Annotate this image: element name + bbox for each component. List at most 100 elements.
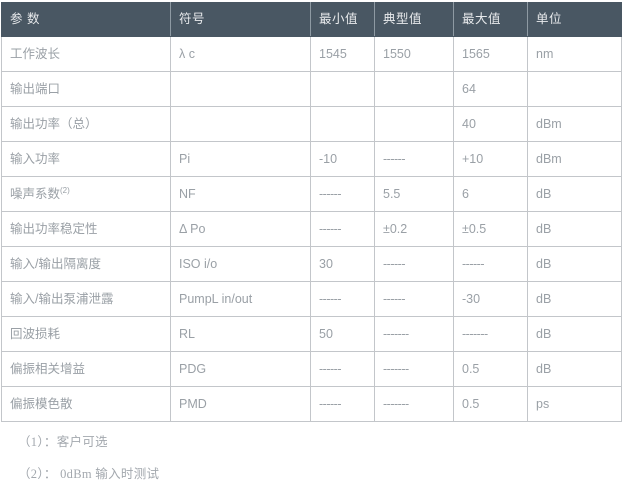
cell-max: 40 <box>453 106 528 142</box>
table-body: 工作波长 λ c 1545 1550 1565 nm 输出端口 64 输出功率（… <box>1 36 622 422</box>
cell-typical: ------- <box>374 351 454 387</box>
cell-parameter: 输出端口 <box>1 71 171 107</box>
cell-parameter: 输入功率 <box>1 141 171 177</box>
cell-typical: ------ <box>374 281 454 317</box>
cell-typical: ------- <box>374 386 454 422</box>
cell-min: 30 <box>310 246 375 282</box>
cell-typical: ------ <box>374 246 454 282</box>
cell-unit: dB <box>527 211 622 247</box>
parameter-label: 输出功率（总） <box>10 116 98 131</box>
cell-symbol: RL <box>170 316 311 352</box>
cell-min: ------ <box>310 386 375 422</box>
cell-symbol: PDG <box>170 351 311 387</box>
column-header-unit: 单位 <box>527 2 622 37</box>
cell-max: -30 <box>453 281 528 317</box>
cell-unit: dBm <box>527 106 622 142</box>
cell-min: ------ <box>310 281 375 317</box>
cell-symbol: NF <box>170 176 311 212</box>
cell-symbol: ISO i/o <box>170 246 311 282</box>
table-row: 输入功率 Pi -10 ------ +10 dBm <box>1 141 622 177</box>
table-row: 偏振模色散 PMD ------ ------- 0.5 ps <box>1 386 622 422</box>
cell-max: 1565 <box>453 36 528 72</box>
cell-typical <box>374 71 454 107</box>
parameter-label: 回波损耗 <box>10 326 61 341</box>
cell-unit <box>527 71 622 107</box>
cell-symbol: Pi <box>170 141 311 177</box>
table-header: 参 数 符号 最小值 典型值 最大值 单位 <box>1 2 622 37</box>
cell-unit: ps <box>527 386 622 422</box>
parameter-label: 工作波长 <box>10 46 61 61</box>
column-header-min: 最小值 <box>310 2 375 37</box>
parameter-label: 偏振相关增益 <box>10 361 86 376</box>
cell-unit: dB <box>527 176 622 212</box>
cell-unit: dBm <box>527 141 622 177</box>
specification-table: 参 数 符号 最小值 典型值 最大值 单位 工作波长 λ c 1545 1550… <box>1 2 622 422</box>
cell-min <box>310 71 375 107</box>
cell-parameter: 输入/输出泵浦泄露 <box>1 281 171 317</box>
cell-symbol <box>170 71 311 107</box>
cell-parameter: 偏振相关增益 <box>1 351 171 387</box>
cell-unit: dB <box>527 246 622 282</box>
table-row: 输入/输出泵浦泄露 PumpL in/out ------ ------ -30… <box>1 281 622 317</box>
column-header-parameter: 参 数 <box>1 2 171 37</box>
column-header-max: 最大值 <box>453 2 528 37</box>
cell-typical: ±0.2 <box>374 211 454 247</box>
cell-typical: 1550 <box>374 36 454 72</box>
table-row: 输出功率稳定性 Δ Po ------ ±0.2 ±0.5 dB <box>1 211 622 247</box>
table-row: 回波损耗 RL 50 ------- ------- dB <box>1 316 622 352</box>
cell-max: ------- <box>453 316 528 352</box>
cell-unit: dB <box>527 316 622 352</box>
cell-typical <box>374 106 454 142</box>
table-row: 输入/输出隔离度 ISO i/o 30 ------ ------ dB <box>1 246 622 282</box>
table-row: 噪声系数(2) NF ------ 5.5 6 dB <box>1 176 622 212</box>
cell-parameter: 噪声系数(2) <box>1 176 171 212</box>
cell-max: 0.5 <box>453 386 528 422</box>
cell-max: +10 <box>453 141 528 177</box>
parameter-label: 噪声系数 <box>10 186 61 201</box>
parameter-label: 输入/输出隔离度 <box>10 256 101 271</box>
cell-unit: dB <box>527 281 622 317</box>
table-row: 工作波长 λ c 1545 1550 1565 nm <box>1 36 622 72</box>
cell-min: 1545 <box>310 36 375 72</box>
cell-min: 50 <box>310 316 375 352</box>
cell-min: ------ <box>310 211 375 247</box>
footnote-1: （1）：客户可选 <box>18 435 108 449</box>
column-header-symbol: 符号 <box>170 2 311 37</box>
cell-parameter: 回波损耗 <box>1 316 171 352</box>
cell-typical: ------- <box>374 316 454 352</box>
cell-min: ------ <box>310 176 375 212</box>
cell-symbol: PMD <box>170 386 311 422</box>
cell-max: ------ <box>453 246 528 282</box>
table-row: 输出功率（总） 40 dBm <box>1 106 622 142</box>
footnote-2: （2）： 0dBm 输入时测试 <box>18 467 160 482</box>
cell-parameter: 工作波长 <box>1 36 171 72</box>
cell-max: ±0.5 <box>453 211 528 247</box>
parameter-label: 输入/输出泵浦泄露 <box>10 291 114 306</box>
cell-parameter: 输出功率稳定性 <box>1 211 171 247</box>
cell-typical: ------ <box>374 141 454 177</box>
table-header-row: 参 数 符号 最小值 典型值 最大值 单位 <box>1 2 622 37</box>
parameter-label: 偏振模色散 <box>10 396 73 411</box>
cell-min: ------ <box>310 351 375 387</box>
parameter-label: 输入功率 <box>10 151 61 166</box>
cell-min <box>310 106 375 142</box>
cell-symbol: Δ Po <box>170 211 311 247</box>
cell-min: -10 <box>310 141 375 177</box>
cell-unit: nm <box>527 36 622 72</box>
parameter-label: 输出功率稳定性 <box>10 221 98 236</box>
column-header-typical: 典型值 <box>374 2 454 37</box>
cell-symbol: λ c <box>170 36 311 72</box>
parameter-footnote-marker: (2) <box>60 185 70 195</box>
cell-parameter: 输出功率（总） <box>1 106 171 142</box>
table-row: 输出端口 64 <box>1 71 622 107</box>
cell-symbol: PumpL in/out <box>170 281 311 317</box>
cell-unit: dB <box>527 351 622 387</box>
cell-symbol <box>170 106 311 142</box>
cell-max: 64 <box>453 71 528 107</box>
cell-max: 6 <box>453 176 528 212</box>
cell-parameter: 输入/输出隔离度 <box>1 246 171 282</box>
cell-max: 0.5 <box>453 351 528 387</box>
cell-parameter: 偏振模色散 <box>1 386 171 422</box>
cell-typical: 5.5 <box>374 176 454 212</box>
